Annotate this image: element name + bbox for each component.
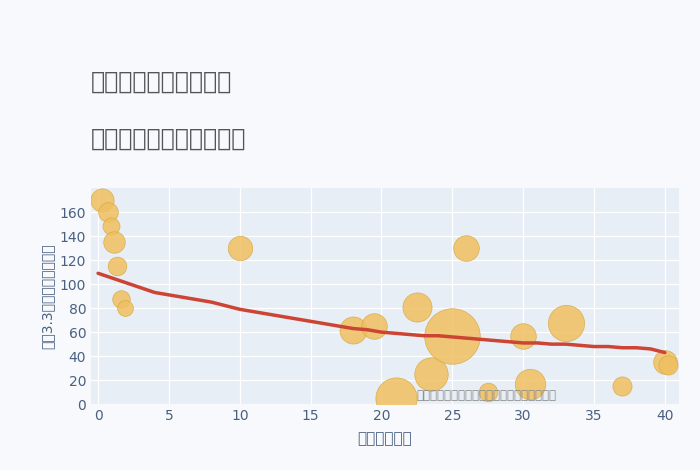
- Point: [524, 380, 536, 388]
- Point: [659, 359, 671, 366]
- Text: 円の大きさは、取引のあった物件面積を示す: 円の大きさは、取引のあった物件面積を示す: [417, 390, 557, 402]
- Point: [426, 370, 437, 378]
- Point: [234, 244, 246, 252]
- Point: [447, 332, 458, 339]
- Point: [517, 332, 528, 339]
- Y-axis label: 坪（3.3㎡）単価（万円）: 坪（3.3㎡）単価（万円）: [40, 243, 54, 349]
- Point: [412, 303, 423, 311]
- Point: [662, 361, 673, 368]
- Text: 奈良県奈良市尼辻町の: 奈良県奈良市尼辻町の: [91, 70, 232, 94]
- Point: [369, 322, 380, 330]
- Point: [347, 326, 358, 334]
- Point: [617, 383, 628, 390]
- Point: [111, 262, 122, 270]
- Point: [116, 295, 127, 302]
- X-axis label: 築年数（年）: 築年数（年）: [358, 431, 412, 446]
- Point: [108, 238, 119, 246]
- Point: [461, 244, 472, 252]
- Point: [102, 208, 113, 216]
- Point: [560, 319, 571, 326]
- Text: 築年数別中古戸建て価格: 築年数別中古戸建て価格: [91, 126, 246, 150]
- Point: [97, 196, 108, 204]
- Point: [482, 388, 493, 396]
- Point: [105, 223, 116, 230]
- Point: [390, 394, 401, 402]
- Point: [120, 305, 131, 312]
